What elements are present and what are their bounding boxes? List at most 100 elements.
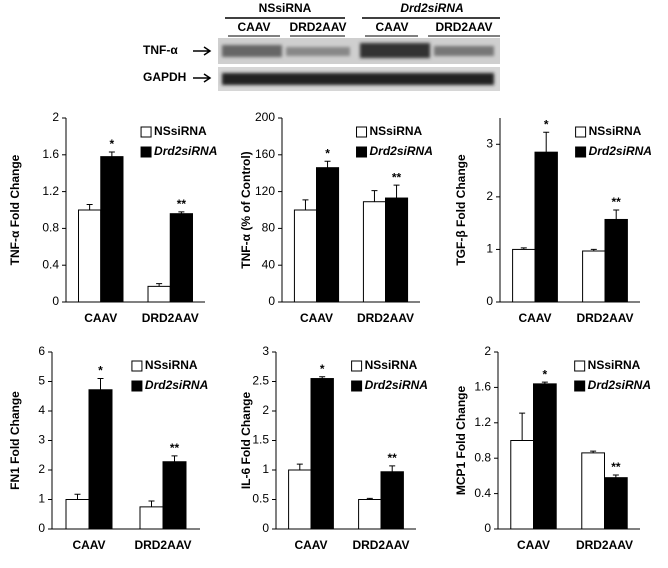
y-tick-label: 4 <box>38 403 45 417</box>
significance-label: * <box>543 367 548 381</box>
y-tick-label: 0.4 <box>42 257 59 271</box>
error-bar <box>296 463 303 470</box>
y-tick-label: 80 <box>262 221 276 235</box>
x-tick-label: DRD2AAV <box>576 538 633 552</box>
y-tick-label: 1 <box>486 242 493 256</box>
x-tick-label: DRD2AAV <box>134 538 191 552</box>
legend-swatch <box>351 380 363 392</box>
y-tick-label: 6 <box>38 344 45 358</box>
legend-label: Drd2siRNA <box>589 144 652 158</box>
blot-group-label: NSsiRNA <box>259 1 312 15</box>
bar-chart: 0 40 80 120 160 200 CAAV * DRD2AAV ** NSsiRNA Drd2s… <box>239 110 433 325</box>
y-axis-label: TNF-α (% of Control) <box>239 151 253 268</box>
y-tick-label: 1.2 <box>42 184 59 198</box>
x-tick-label: CAAV <box>84 311 117 325</box>
bar <box>358 499 382 530</box>
y-tick-label: 1.2 <box>474 415 491 429</box>
error-bar <box>612 474 619 478</box>
bar <box>534 151 558 303</box>
significance-label: * <box>320 362 325 376</box>
significance-label: ** <box>392 170 402 184</box>
bar-chart: 0 0.4 0.8 1.2 1.6 2 CAAV * DRD2AAV ** NSsiRNA Drd2s… <box>8 110 217 325</box>
y-tick-label: 3 <box>38 433 45 447</box>
x-tick-label: DRD2AAV <box>352 538 409 552</box>
legend-label: Drd2siRNA <box>588 378 651 392</box>
bar <box>385 197 409 303</box>
significance-label: * <box>325 146 330 160</box>
y-tick-label: 0.8 <box>474 450 491 464</box>
bar <box>510 440 534 530</box>
blot-lane-label: CAAV <box>375 20 408 34</box>
significance-label: ** <box>170 441 180 455</box>
y-tick-label: 200 <box>255 110 275 124</box>
legend-swatch <box>574 360 586 372</box>
y-tick-label: 0 <box>38 521 45 535</box>
western-blot: NSsiRNA Drd2siRNA CAAV DRD2AAV CAAV DRD2… <box>143 1 500 91</box>
bar-chart: 0 1 2 3 4 5 6 CAAV * DRD2AAV ** NSsiRNA Drd2siRNA FN1… <box>8 344 208 552</box>
bar-chart: 0 0.4 0.8 1.2 1.6 2 CAAV * DRD2AAV ** NSsiRNA Drd2s… <box>454 344 651 552</box>
bar <box>162 461 187 530</box>
legend-swatch <box>140 146 152 158</box>
bar <box>316 167 340 303</box>
blot-lane-label: DRD2AAV <box>289 20 346 34</box>
legend-swatch <box>351 360 363 372</box>
error-bar <box>366 497 373 500</box>
y-tick-label: 40 <box>262 257 276 271</box>
blot-bands <box>222 43 494 85</box>
error-bar <box>171 455 178 462</box>
y-axis-label: MCP1 Fold Change <box>454 386 468 496</box>
x-tick-label: CAAV <box>300 311 333 325</box>
legend-swatch <box>140 126 152 138</box>
legend-swatch <box>575 146 587 158</box>
bar <box>512 248 536 303</box>
error-bar <box>590 450 597 453</box>
y-tick-label: 0 <box>268 294 275 308</box>
bar <box>65 499 90 530</box>
legend-swatch <box>574 380 586 392</box>
x-tick-label: CAAV <box>294 538 327 552</box>
error-bar <box>178 211 185 214</box>
x-tick-label: DRD2AAV <box>142 311 199 325</box>
error-bar <box>302 199 309 210</box>
legend-swatch <box>356 146 368 158</box>
y-tick-label: 2 <box>486 189 493 203</box>
error-bar <box>371 190 378 202</box>
error-bar <box>613 209 620 220</box>
bar <box>582 250 606 303</box>
error-bar <box>74 493 81 500</box>
bar <box>380 471 404 530</box>
x-tick-label: CAAV <box>518 311 551 325</box>
bar <box>169 213 193 303</box>
significance-label: * <box>544 117 549 131</box>
legend-swatch <box>131 360 143 372</box>
y-axis-label: FN1 Fold Change <box>8 391 22 490</box>
legend-label: NSsiRNA <box>370 124 423 138</box>
y-tick-label: 120 <box>255 184 275 198</box>
blot-row-label: TNF-α <box>143 43 178 57</box>
error-bar <box>389 465 396 472</box>
x-tick-label: CAAV <box>72 538 105 552</box>
legend-label: NSsiRNA <box>154 124 207 138</box>
legend-label: Drd2siRNA <box>145 378 208 392</box>
error-bar <box>86 203 93 210</box>
y-tick-label: 2 <box>484 344 491 358</box>
bar-chart: 0 1 2 3 CAAV * DRD2AAV ** NSsiRNA Drd2siRNA TGF-β … <box>454 117 652 325</box>
error-bar <box>148 500 155 507</box>
legend-label: Drd2siRNA <box>365 378 428 392</box>
bar <box>533 383 557 530</box>
y-tick-label: 0 <box>484 521 491 535</box>
legend-swatch <box>356 126 368 138</box>
y-tick-label: 1.6 <box>474 380 491 394</box>
y-tick-label: 2 <box>262 403 269 417</box>
legend-label: Drd2siRNA <box>370 144 433 158</box>
error-bar <box>520 247 527 250</box>
legend-label: NSsiRNA <box>588 358 641 372</box>
blot-lane-label: DRD2AAV <box>435 20 492 34</box>
error-bar <box>97 378 104 390</box>
error-bar <box>590 248 597 252</box>
y-tick-label: 2 <box>52 110 59 124</box>
y-tick-label: 5 <box>38 374 45 388</box>
y-tick-label: 0.5 <box>252 492 269 506</box>
y-tick-label: 0 <box>486 294 493 308</box>
